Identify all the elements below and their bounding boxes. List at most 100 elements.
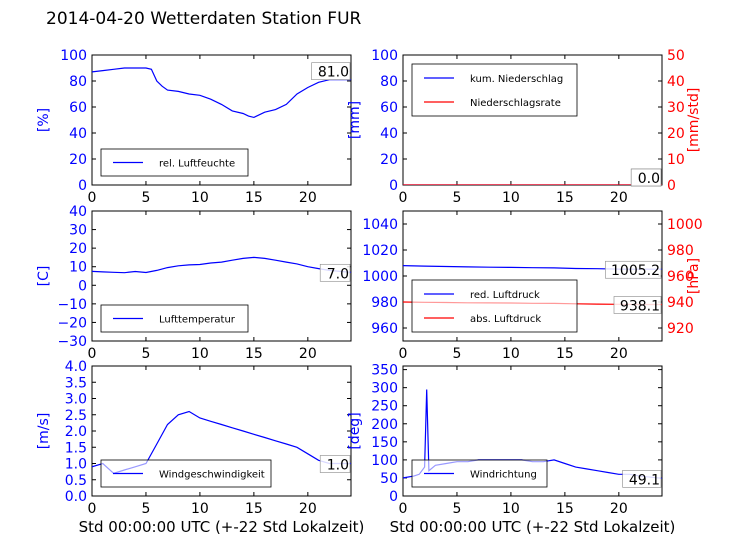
- y-tick-label: 40: [380, 126, 398, 142]
- y-tick-label: 20: [380, 152, 398, 168]
- last-value-box: [311, 62, 351, 81]
- legend-label: Lufttemperatur: [159, 315, 236, 326]
- legend-label: Windgeschwindigkeit: [159, 470, 265, 481]
- y2-tick-label: 50: [667, 48, 685, 64]
- y-axis-label: [m/s]: [36, 413, 52, 450]
- y-tick-label: −30: [57, 334, 87, 350]
- x-tick-label: 0: [399, 346, 408, 362]
- y-tick-label: −10: [57, 297, 87, 313]
- legend-box: [411, 279, 578, 333]
- last-value-box: [630, 168, 662, 187]
- y-tick-label: 100: [371, 48, 398, 64]
- legend-label: abs. Luftdruck: [470, 314, 541, 325]
- x-axis-label: Std 00:00:00 UTC (+-22 Std Lokalzeit): [79, 518, 365, 536]
- series-line-rel-luftfeuchte: [92, 67, 351, 119]
- legend-label: red. Luftdruck: [470, 290, 540, 301]
- y2-tick-label: 1000: [667, 217, 703, 233]
- y-tick-label: 0: [389, 489, 398, 505]
- y-tick-label: 300: [371, 381, 398, 397]
- x-tick-label: 5: [452, 501, 461, 517]
- last-value-box: [319, 455, 351, 473]
- x-tick-label: 15: [556, 346, 574, 362]
- panel-wind-speed: 0 5 10 15 200.00.51.01.52.02.53.03.54.0[m/s]…: [36, 359, 364, 536]
- panel-humidity: 0 5 10 15 20 0 20 40 60 80 100 [%] 81.0 rel. Luftfeuc…: [36, 48, 352, 206]
- y-tick-label: 80: [69, 74, 87, 90]
- y2-tick-label: 30: [667, 100, 685, 116]
- last-value-box: [319, 263, 351, 282]
- last-value-label: 49.1: [629, 472, 660, 488]
- y2-tick-label: 920: [667, 321, 694, 337]
- x-tick-label: 5: [141, 501, 150, 517]
- y-tick-label: 40: [69, 204, 87, 220]
- y-tick-label: 350: [371, 363, 398, 379]
- y-tick-label: 40: [69, 126, 87, 142]
- x-tick-label: 20: [610, 501, 628, 517]
- y-tick-label: 1.5: [65, 440, 87, 456]
- y-tick-label: 1020: [362, 243, 398, 259]
- y2-tick-label: 20: [667, 126, 685, 142]
- y-tick-label: 0.5: [65, 473, 87, 489]
- x-tick-label: 0: [88, 501, 97, 517]
- y-tick-label: 1000: [362, 269, 398, 285]
- y2-axis-label: [mm/std]: [686, 88, 702, 153]
- x-tick-label: 15: [245, 346, 263, 362]
- x-tick-label: 5: [141, 190, 150, 206]
- y-tick-label: 960: [371, 321, 398, 337]
- y-tick-label: 980: [371, 295, 398, 311]
- x-tick-label: 0: [399, 190, 408, 206]
- y-axis-label: [C]: [36, 266, 52, 287]
- x-tick-label: 10: [191, 501, 209, 517]
- y2-tick-label: 40: [667, 74, 685, 90]
- x-tick-label: 5: [452, 346, 461, 362]
- panel-temperature: 0 5 10 15 20 −30 −20 −10 0 10 20 30 40 [C] 7.0 Lufttemp…: [36, 204, 352, 362]
- y-axis-label: [mm]: [347, 101, 363, 139]
- y-tick-label: 60: [380, 100, 398, 116]
- y-tick-label: 1.0: [65, 457, 87, 473]
- x-axis-label: Std 00:00:00 UTC (+-22 Std Lokalzeit): [390, 518, 676, 536]
- x-tick-label: 10: [502, 190, 520, 206]
- y2-tick-label: 0: [667, 178, 676, 194]
- y-tick-label: 100: [371, 453, 398, 469]
- y2-tick-label: 960: [667, 269, 694, 285]
- y-tick-label: 30: [69, 223, 87, 239]
- last-value-label: 0.0: [638, 171, 660, 187]
- y-tick-label: 60: [69, 100, 87, 116]
- y2-tick-label: 940: [667, 295, 694, 311]
- y-tick-label: 3.5: [65, 375, 87, 391]
- y-tick-label: 1040: [362, 217, 398, 233]
- last-value-box: [613, 296, 662, 314]
- x-tick-label: 10: [191, 346, 209, 362]
- y-tick-label: 0: [78, 278, 87, 294]
- legend-label: kum. Niederschlag: [470, 74, 563, 85]
- x-tick-label: 20: [610, 190, 628, 206]
- x-tick-label: 15: [556, 501, 574, 517]
- y-tick-label: −20: [57, 315, 87, 331]
- y-tick-label: 3.0: [65, 392, 87, 408]
- x-tick-label: 10: [502, 346, 520, 362]
- last-value-label: 938.1: [620, 298, 660, 314]
- chart-title: 2014-04-20 Wetterdaten Station FUR: [46, 9, 362, 29]
- x-tick-label: 20: [299, 190, 317, 206]
- y-tick-label: 0.0: [65, 489, 87, 505]
- x-tick-label: 15: [556, 190, 574, 206]
- y-tick-label: 250: [371, 399, 398, 415]
- last-value-box: [605, 260, 662, 279]
- x-tick-label: 20: [610, 346, 628, 362]
- series-line-lufttemperatur: [92, 256, 351, 274]
- y-axis-label: [%]: [36, 108, 52, 132]
- y-tick-label: 50: [380, 471, 398, 487]
- y-tick-label: 150: [371, 435, 398, 451]
- x-tick-label: 0: [88, 346, 97, 362]
- panel-precip: 0 5 10 15 20 0 20 40 60 80 100 0 10 20 30 40 50 [mm] [mm/s…: [347, 48, 702, 206]
- last-value-label: 1005.2: [611, 263, 660, 279]
- y2-tick-label: 980: [667, 243, 694, 259]
- legend-label: Niederschlagsrate: [470, 98, 561, 109]
- x-tick-label: 5: [141, 346, 150, 362]
- legend-box: [411, 63, 578, 117]
- panel-pressure: 0 5 10 15 20 960 980 1000 1020 1040 920 940 960 980 10…: [362, 210, 703, 362]
- x-tick-label: 0: [399, 501, 408, 517]
- y2-tick-label: 10: [667, 152, 685, 168]
- x-tick-label: 10: [191, 190, 209, 206]
